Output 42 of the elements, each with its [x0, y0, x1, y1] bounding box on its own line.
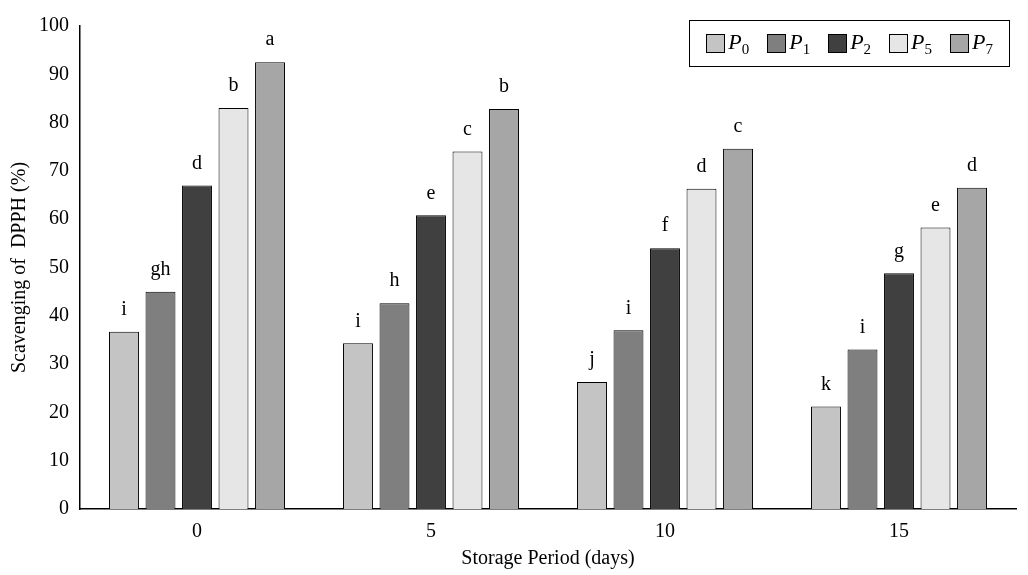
y-tick-label: 60: [49, 206, 69, 229]
legend-label: P$_{2}$: [850, 29, 872, 59]
y-tick-label: 40: [49, 303, 69, 326]
data-label: d: [696, 154, 707, 177]
x-tick-label: 15: [889, 519, 909, 542]
data-label: b: [499, 74, 510, 97]
data-label: gh: [150, 256, 171, 280]
data-label: f: [661, 213, 669, 236]
data-label: j: [588, 347, 595, 371]
data-label: k: [820, 371, 831, 394]
y-tick-label: 70: [49, 158, 69, 181]
y-tick-label: 30: [49, 351, 69, 374]
data-label: i: [859, 314, 866, 337]
y-tick-label: 50: [49, 254, 69, 277]
legend-label: P$_{5}$: [911, 29, 933, 59]
data-label: d: [967, 153, 978, 176]
data-label: e: [931, 192, 941, 215]
data-label: b: [228, 73, 239, 96]
data-label: i: [355, 308, 362, 331]
legend-label: P$_{0}$: [728, 29, 750, 59]
data-label: d: [192, 150, 202, 173]
data-label: h: [389, 268, 400, 291]
y-tick-label: 100: [39, 13, 69, 36]
x-tick-label: 0: [192, 519, 202, 542]
y-tick-label: 20: [49, 399, 69, 422]
x-tick-label: 5: [426, 519, 436, 542]
data-label: i: [121, 296, 128, 319]
y-tick-label: 0: [59, 496, 69, 519]
data-label: c: [733, 113, 743, 136]
y-tick-label: 80: [49, 109, 69, 132]
legend-label: P$_{1}$: [789, 29, 811, 59]
data-label: c: [463, 116, 473, 139]
data-label: a: [265, 27, 275, 50]
y-axis-title: Scavenging of DPPH (%): [7, 161, 31, 374]
y-tick-label: 10: [49, 447, 69, 470]
legend-label: P$_{7}$: [972, 29, 993, 59]
x-tick-label: 10: [655, 519, 675, 542]
x-axis-title: Storage Period (days): [461, 546, 635, 570]
y-tick-label: 90: [49, 61, 69, 84]
data-label: g: [894, 238, 904, 262]
data-label: i: [625, 295, 632, 318]
data-label: e: [426, 180, 436, 203]
